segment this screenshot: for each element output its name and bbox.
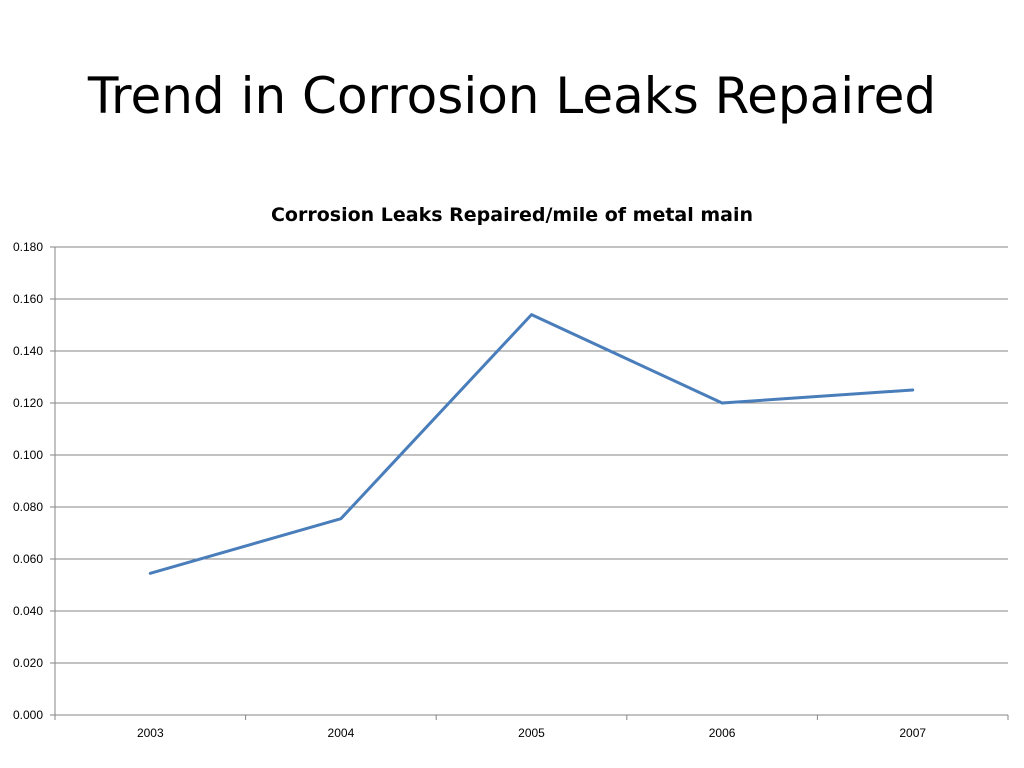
y-tick-label: 0.060 <box>13 552 43 566</box>
y-tick-label: 0.080 <box>13 500 43 514</box>
chart-title: Corrosion Leaks Repaired/mile of metal m… <box>271 204 753 226</box>
y-tick-label: 0.040 <box>13 604 43 618</box>
y-axis-ticks: 0.000 0.020 0.040 0.060 0.080 0.100 0.120 0.140… <box>13 240 55 722</box>
y-tick-label: 0.160 <box>13 292 43 306</box>
y-tick-label: 0.000 <box>13 708 43 722</box>
gridlines <box>55 246 1008 664</box>
series-group <box>148 313 915 575</box>
y-tick-label: 0.100 <box>13 448 43 462</box>
slide-title: Trend in Corrosion Leaks Repaired <box>87 67 937 125</box>
x-tick-label: 2006 <box>709 726 736 740</box>
series-line <box>148 313 915 575</box>
axes <box>54 247 1008 716</box>
x-axis-ticks: 2003 2004 2005 2006 2007 <box>54 715 1009 740</box>
x-tick-label: 2003 <box>137 726 164 740</box>
y-tick-label: 0.020 <box>13 656 43 670</box>
x-tick-label: 2007 <box>899 726 926 740</box>
y-tick-label: 0.140 <box>13 344 43 358</box>
x-tick-label: 2005 <box>518 726 545 740</box>
x-tick-label: 2004 <box>328 726 355 740</box>
y-tick-label: 0.120 <box>13 396 43 410</box>
y-tick-label: 0.180 <box>13 240 43 254</box>
